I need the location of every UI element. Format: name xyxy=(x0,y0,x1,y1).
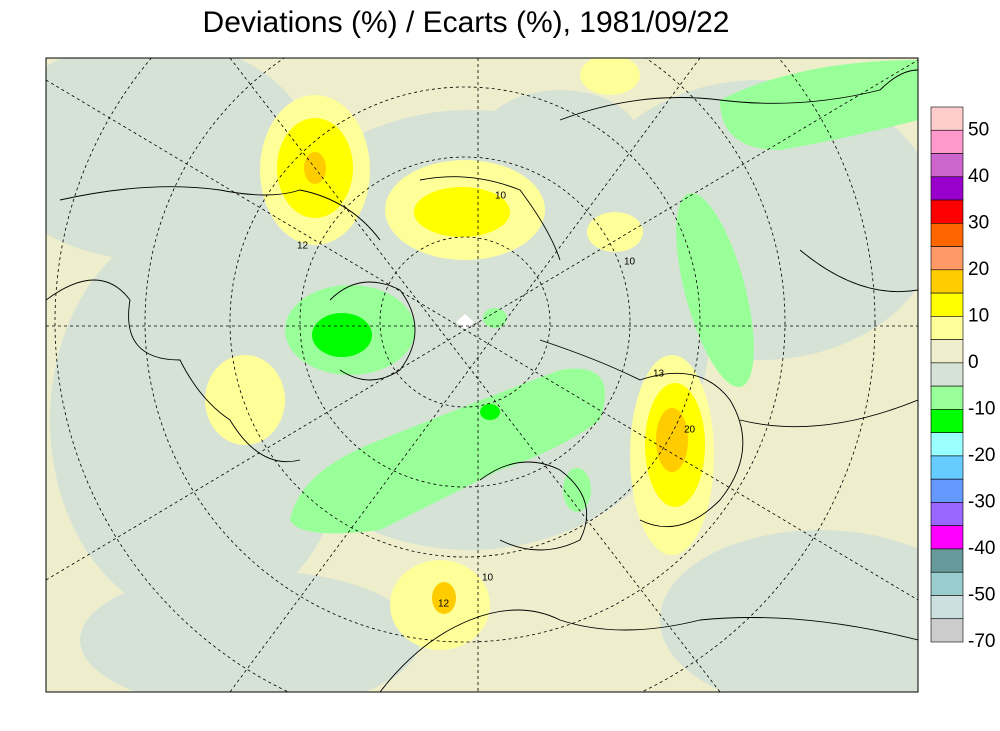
colorbar-swatch xyxy=(930,525,964,550)
contour-label: 12 xyxy=(438,599,450,610)
colorbar-label: -20 xyxy=(968,445,995,466)
colorbar-label: -40 xyxy=(968,538,995,559)
colorbar-swatch xyxy=(930,595,964,620)
colorbar-swatch xyxy=(930,153,964,178)
colorbar-swatch xyxy=(930,316,964,340)
map-frame xyxy=(45,57,919,693)
colorbar-label: 0 xyxy=(968,352,979,373)
colorbar-swatch xyxy=(930,339,964,364)
colorbar-swatch xyxy=(930,292,964,317)
colorbar-swatch xyxy=(930,129,964,154)
colorbar-label: 40 xyxy=(968,166,989,187)
colorbar-swatch xyxy=(930,269,964,294)
colorbar-swatch xyxy=(930,455,964,480)
colorbar-swatch xyxy=(930,223,964,247)
colorbar-swatch xyxy=(930,176,964,201)
colorbar-label: 30 xyxy=(968,212,989,233)
anomaly-fields xyxy=(46,58,918,692)
contour-label: 10 xyxy=(624,257,636,268)
contour-label: 10 xyxy=(482,573,494,584)
contour-label: 20 xyxy=(684,425,696,436)
colorbar-swatch xyxy=(930,362,964,387)
colorbar-label: -70 xyxy=(968,631,995,652)
title: Deviations (%) / Ecarts (%), 1981/09/22 xyxy=(203,6,730,39)
coastlines xyxy=(46,69,918,692)
graticule xyxy=(46,58,918,692)
colorbar-label: -30 xyxy=(968,491,995,512)
colorbar-swatch xyxy=(930,106,964,131)
colorbar-swatch xyxy=(930,618,964,643)
contour-label: 13 xyxy=(653,369,665,380)
colorbar-swatch xyxy=(930,409,964,433)
contour-label: 12 xyxy=(297,241,309,252)
colorbar-swatch xyxy=(930,571,964,596)
colorbar-swatch xyxy=(930,502,964,526)
colorbar-swatch xyxy=(930,246,964,271)
colorbar-label: -10 xyxy=(968,398,995,419)
colorbar-swatch xyxy=(930,548,964,573)
colorbar-label: 10 xyxy=(968,305,989,326)
colorbar-label: 20 xyxy=(968,259,989,280)
contour-label: 10 xyxy=(495,191,507,202)
colorbar: 50 40 30 20 10 0 -10 -20 -30 -40 -50 -70 xyxy=(930,106,995,652)
colorbar-label: -50 xyxy=(968,584,995,605)
map: 10 12 13 20 12 10 10 xyxy=(46,58,918,692)
colorbar-swatch xyxy=(930,199,964,224)
colorbar-swatch xyxy=(930,385,964,410)
colorbar-swatch xyxy=(930,432,964,457)
colorbar-swatch xyxy=(930,478,964,503)
contour-labels: 10 12 13 20 12 10 10 xyxy=(297,191,696,610)
colorbar-label: 50 xyxy=(968,119,989,140)
